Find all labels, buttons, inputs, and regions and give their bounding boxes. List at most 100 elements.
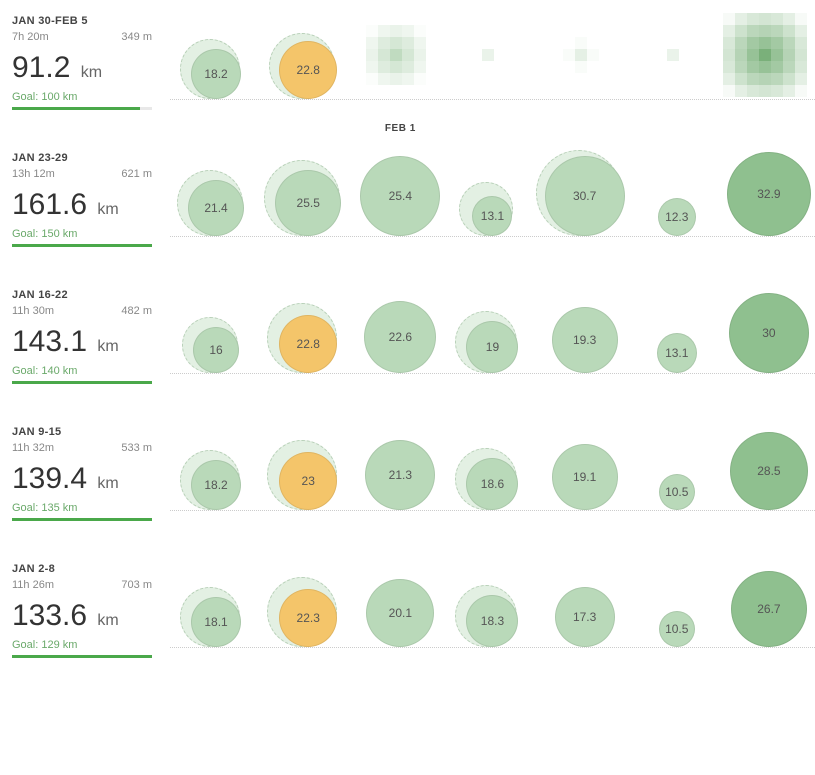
day-cell[interactable]: 22.8 — [262, 11, 354, 121]
total-unit: km — [97, 201, 118, 218]
day-bubble[interactable]: 22.8 — [279, 315, 337, 373]
total-unit: km — [81, 64, 102, 81]
progress-bar — [12, 518, 152, 521]
elevation: 482 m — [121, 305, 152, 317]
progress-fill — [12, 107, 140, 110]
day-cell[interactable] — [539, 11, 631, 121]
day-cell[interactable]: 19.3 — [539, 285, 631, 395]
day-cell[interactable] — [631, 11, 723, 121]
day-cell[interactable]: 32.9 — [723, 148, 815, 258]
day-cell[interactable]: 25.4 — [354, 148, 446, 258]
day-cell[interactable]: 22.8 — [262, 285, 354, 395]
day-bubble[interactable]: 25.4 — [360, 156, 440, 236]
day-bubble[interactable]: 10.5 — [659, 611, 695, 647]
day-cell[interactable]: 26.7 — [723, 559, 815, 669]
day-value: 30 — [762, 326, 775, 340]
day-bubble[interactable]: 18.2 — [191, 460, 241, 510]
day-cell[interactable] — [723, 11, 815, 121]
day-bubble[interactable]: 19.3 — [552, 307, 618, 373]
day-bubble[interactable]: 28.5 — [730, 432, 808, 510]
day-cell[interactable]: 10.5 — [631, 422, 723, 532]
day-cell[interactable]: 20.1 — [354, 559, 446, 669]
day-bubble[interactable]: 13.1 — [472, 196, 512, 236]
day-cell[interactable]: 18.3 — [446, 559, 538, 669]
day-cell[interactable]: 21.3 — [354, 422, 446, 532]
day-cell[interactable] — [446, 11, 538, 121]
total-value: 143.1 — [12, 325, 87, 358]
day-bubble[interactable]: 10.5 — [659, 474, 695, 510]
day-cell[interactable]: 18.6 — [446, 422, 538, 532]
day-cell[interactable]: 10.5 — [631, 559, 723, 669]
day-cell[interactable]: 18.1 — [170, 559, 262, 669]
day-bubble[interactable]: 22.8 — [279, 41, 337, 99]
day-value: 22.6 — [389, 330, 412, 344]
future-day-pixelated — [354, 11, 446, 101]
day-cell[interactable]: 18.2 — [170, 422, 262, 532]
day-cell[interactable]: 21.4 — [170, 148, 262, 258]
day-bubble[interactable]: 12.3 — [658, 198, 696, 236]
week-summary: JAN 9-1511h 32m533 m139.4 kmGoal: 135 km — [0, 422, 170, 532]
progress-fill — [12, 244, 152, 247]
day-cell[interactable]: 17.3 — [539, 559, 631, 669]
goal-label: Goal: 140 km — [12, 365, 160, 377]
day-cell[interactable]: 19.1 — [539, 422, 631, 532]
day-bubble[interactable]: 32.9 — [727, 152, 811, 236]
day-value: 13.1 — [481, 209, 504, 223]
week-summary: JAN 30-FEB 57h 20m349 m91.2 kmGoal: 100 … — [0, 11, 170, 121]
day-value: 21.4 — [204, 201, 227, 215]
day-bubble[interactable]: 16 — [193, 327, 239, 373]
goal-label: Goal: 135 km — [12, 502, 160, 514]
day-bubble[interactable]: 23 — [279, 452, 337, 510]
progress-bar — [12, 655, 152, 658]
day-value: 18.2 — [204, 67, 227, 81]
day-bubble[interactable]: 30 — [729, 293, 809, 373]
day-bubble[interactable]: 21.4 — [188, 180, 244, 236]
day-bubble[interactable]: 25.5 — [275, 170, 341, 236]
day-bubble[interactable]: 20.1 — [366, 579, 434, 647]
day-cell[interactable]: 30.7 — [539, 148, 631, 258]
elevation: 703 m — [121, 579, 152, 591]
day-cell[interactable]: 16 — [170, 285, 262, 395]
day-cell[interactable]: 30 — [723, 285, 815, 395]
day-bubble[interactable]: 22.6 — [364, 301, 436, 373]
day-cell[interactable]: 28.5 — [723, 422, 815, 532]
day-bubble[interactable]: 22.3 — [279, 589, 337, 647]
meta-line: 7h 20m349 m — [12, 31, 152, 43]
day-bubble[interactable]: 17.3 — [555, 587, 615, 647]
week-summary: JAN 16-2211h 30m482 m143.1 kmGoal: 140 k… — [0, 285, 170, 395]
day-cell[interactable]: FEB 1 — [354, 11, 446, 121]
day-value: 17.3 — [573, 610, 596, 624]
day-value: 18.2 — [204, 478, 227, 492]
week-days: 18.2 23 21.3 18.6 19.1 10.5 28.5 — [170, 422, 815, 532]
week-total: 161.6 km — [12, 188, 160, 222]
elevation: 533 m — [121, 442, 152, 454]
day-bubble[interactable]: 21.3 — [365, 440, 435, 510]
day-value: 19.3 — [573, 333, 596, 347]
day-cell[interactable]: 13.1 — [446, 148, 538, 258]
day-cell[interactable]: 25.5 — [262, 148, 354, 258]
day-bubble[interactable]: 18.3 — [466, 595, 518, 647]
day-cell[interactable]: 18.2 — [170, 11, 262, 121]
day-cell[interactable]: 19 — [446, 285, 538, 395]
duration: 11h 26m — [12, 579, 54, 591]
day-bubble[interactable]: 30.7 — [545, 156, 625, 236]
day-cell[interactable]: 22.3 — [262, 559, 354, 669]
day-bubble[interactable]: 18.1 — [191, 597, 241, 647]
total-value: 161.6 — [12, 188, 87, 221]
day-value: 10.5 — [665, 622, 688, 636]
progress-bar — [12, 244, 152, 247]
week-days: 18.2 22.8 FEB 1 — [170, 11, 815, 121]
day-bubble[interactable]: 19 — [466, 321, 518, 373]
day-cell[interactable]: 13.1 — [631, 285, 723, 395]
day-bubble[interactable]: 13.1 — [657, 333, 697, 373]
day-cell[interactable]: 22.6 — [354, 285, 446, 395]
day-cell[interactable]: 23 — [262, 422, 354, 532]
day-bubble[interactable]: 18.6 — [466, 458, 518, 510]
day-value: 19 — [486, 340, 499, 354]
day-cell[interactable]: 12.3 — [631, 148, 723, 258]
day-bubble[interactable]: 19.1 — [552, 444, 618, 510]
day-bubble[interactable]: 26.7 — [731, 571, 807, 647]
progress-fill — [12, 655, 152, 658]
day-bubble[interactable]: 18.2 — [191, 49, 241, 99]
week-total: 91.2 km — [12, 51, 160, 85]
